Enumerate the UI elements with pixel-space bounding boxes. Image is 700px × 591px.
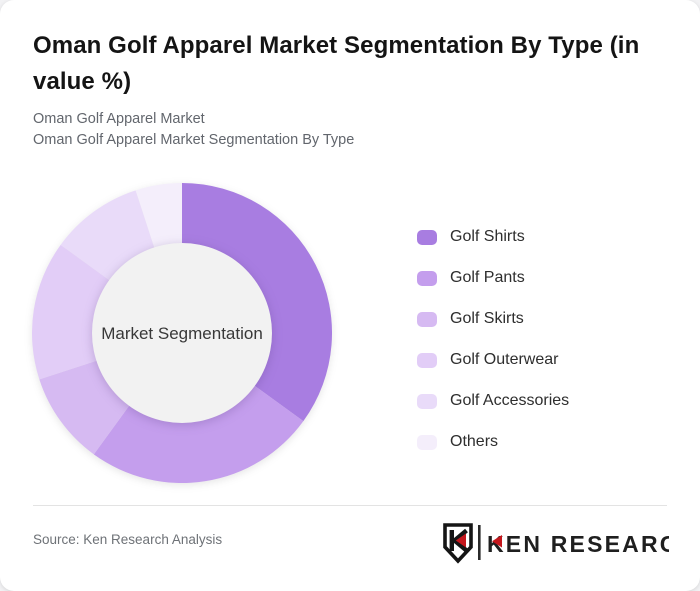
- donut-segment-golf-pants[interactable]: [93, 384, 304, 483]
- ken-research-logo: KEN RESEARCH: [443, 523, 669, 564]
- legend-item-golf-skirts[interactable]: Golf Skirts: [417, 310, 569, 328]
- donut-segments: [31, 183, 332, 483]
- logo-wordmark-triangle: [492, 535, 502, 548]
- legend-label: Others: [450, 433, 499, 450]
- donut-segment-golf-shirts[interactable]: [182, 183, 332, 422]
- legend-swatch: [417, 229, 437, 245]
- logo-separator: [478, 525, 481, 560]
- legend-item-golf-shirts[interactable]: Golf Shirts: [417, 228, 569, 246]
- page-title: Oman Golf Apparel Market Segmentation By…: [33, 32, 640, 95]
- chart-area: Market Segmentation Golf Shirts Golf Pant…: [0, 170, 700, 500]
- legend-swatch: [417, 352, 437, 368]
- legend-item-golf-outerwear[interactable]: Golf Outerwear: [417, 351, 569, 369]
- legend: Golf Shirts Golf Pants Golf Skirts Golf Out…: [417, 228, 569, 451]
- legend-item-golf-pants[interactable]: Golf Pants: [417, 269, 569, 287]
- subtitle-line-1: Oman Golf Apparel Market: [33, 111, 205, 127]
- donut-segment-others[interactable]: [135, 183, 182, 251]
- legend-label: Golf Pants: [450, 269, 525, 286]
- legend-label: Golf Shirts: [450, 228, 525, 245]
- footer-divider: [33, 505, 667, 506]
- logo-wordmark: KEN RESEARCH: [487, 531, 669, 557]
- donut-chart: Market Segmentation: [31, 183, 332, 483]
- donut-chart-svg: Market Segmentation: [31, 183, 332, 483]
- chart-subtitles: Oman Golf Apparel Market Oman Golf Appar…: [33, 109, 354, 151]
- legend-swatch: [417, 270, 437, 286]
- logo-shield-icon: [443, 523, 473, 564]
- source-note: Source: Ken Research Analysis: [33, 532, 223, 547]
- donut-center-label: Market Segmentation: [101, 324, 263, 343]
- legend-label: Golf Outerwear: [450, 351, 559, 368]
- legend-swatch: [417, 434, 437, 450]
- legend-swatch: [417, 311, 437, 327]
- subtitle-line-2: Oman Golf Apparel Market Segmentation By…: [33, 132, 355, 148]
- legend-item-golf-accessories[interactable]: Golf Accessories: [417, 392, 569, 410]
- donut-segment-golf-outerwear[interactable]: [31, 244, 112, 380]
- donut-center-circle: [92, 243, 272, 423]
- legend-label: Golf Skirts: [450, 310, 524, 327]
- legend-swatch: [417, 393, 437, 409]
- logo-shield-triangle: [455, 533, 466, 548]
- legend-label: Golf Accessories: [450, 392, 570, 409]
- legend-item-others[interactable]: Others: [417, 433, 569, 451]
